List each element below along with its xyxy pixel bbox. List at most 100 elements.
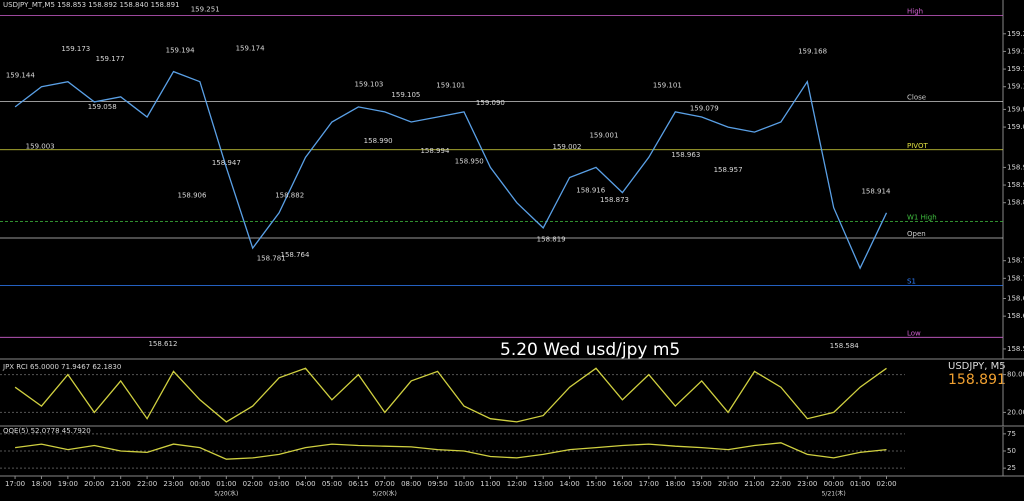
x-tick-label: 08:00 [401,480,421,488]
x-tick-label: 17:00 [5,480,25,488]
price-annotation: 159.002 [553,143,582,151]
price-annotation: 159.105 [391,91,420,99]
price-annotation: 158.906 [178,192,207,200]
y-tick-label: 80.00000 [1007,371,1024,379]
x-tick-label: 02:00 [243,480,263,488]
x-tick-label: 00:00 [190,480,210,488]
x-tick-label: 23:00 [797,480,817,488]
price-annotation: 159.101 [653,81,682,89]
level-label: Open [907,230,926,238]
price-annotation: 159.194 [166,46,195,54]
y-tick-label: 25 [1007,464,1016,472]
price-annotation: 159.058 [88,103,117,111]
price-annotation: 159.251 [191,6,220,14]
price-annotation: 158.950 [455,157,484,165]
x-tick-label: 01:00 [216,480,236,488]
chart-title: 5.20 Wed usd/jpy m5 [500,340,680,360]
price-annotation: 158.916 [576,187,605,195]
price-annotation: 158.990 [364,137,393,145]
price-annotation: 158.584 [830,342,859,350]
price-annotation: 158.957 [714,166,743,174]
y-tick-label: 159.030 [1007,123,1024,131]
x-tick-label: 17:00 [639,480,659,488]
panel-title: QQE(5) 52.0778 45.7920 [3,427,91,435]
y-tick-label: 159.110 [1007,83,1024,91]
y-tick-label: 158.915 [1007,181,1024,189]
x-tick-label: 01:00 [850,480,870,488]
x-tick-label: 07:00 [375,480,395,488]
x-tick-label: 12:00 [507,480,527,488]
x-tick-label: 16:00 [612,480,632,488]
y-tick-label: 50 [1007,447,1016,455]
y-tick-label: 159.215 [1007,30,1024,38]
price-annotation: 159.144 [6,72,35,80]
level-label: S1 [907,277,916,285]
x-tick-label: 21:00 [744,480,764,488]
price-annotation: 159.168 [798,47,827,55]
x-tick-label: 20:00 [84,480,104,488]
price-annotation: 158.819 [537,235,566,243]
x-tick-label: 06:15 [348,480,368,488]
price-annotation: 158.764 [281,251,310,259]
symbol: USDJPY, M5 [948,361,1006,372]
price-annotation: 159.003 [26,143,55,151]
y-tick-label: 20.00000 [1007,408,1024,416]
y-tick-label: 159.180 [1007,47,1024,55]
price-annotation: 159.174 [236,44,265,52]
x-tick-label: 19:00 [692,480,712,488]
y-tick-label: 158.690 [1007,295,1024,303]
x-tick-label: 11:00 [480,480,500,488]
price-annotation: 159.101 [436,81,465,89]
y-tick-label: 159.145 [1007,65,1024,73]
price-annotation: 158.612 [148,340,177,348]
price-annotation: 159.090 [476,99,505,107]
y-tick-label: 158.590 [1007,345,1024,353]
price-annotation: 158.994 [420,147,449,155]
x-tick-label: 21:00 [111,480,131,488]
x-tick-label: 14:00 [560,480,580,488]
x-tick-label: 05:00 [322,480,342,488]
price-annotation: 159.173 [61,45,90,53]
price-annotation: 158.914 [861,188,890,196]
last-price: 158.891 [948,372,1006,388]
x-tick-label: 18:00 [31,480,51,488]
date-label: 5/21(木) [822,490,846,498]
level-label: High [907,8,923,16]
y-tick-label: 158.730 [1007,274,1024,282]
y-tick-label: 158.655 [1007,312,1024,320]
price-line [15,442,887,460]
x-tick-label: 18:00 [665,480,685,488]
x-tick-label: 03:00 [269,480,289,488]
y-tick-label: 159.065 [1007,105,1024,113]
price-line [14,367,887,423]
price-annotation: 158.947 [212,159,241,167]
level-label: W1 High [907,213,937,221]
x-tick-label: 00:00 [824,480,844,488]
level-label: Low [907,329,921,337]
y-tick-label: 75 [1007,430,1016,438]
header: USDJPY_MT,M5 158.853 158.892 158.840 158… [3,1,180,9]
x-tick-label: 02:00 [876,480,896,488]
x-tick-label: 22:00 [137,480,157,488]
date-label: 5/20(水) [373,490,397,498]
x-tick-label: 22:00 [771,480,791,488]
level-label: Close [907,93,926,101]
price-annotation: 159.001 [589,132,618,140]
x-tick-label: 09:50 [427,480,447,488]
x-tick-label: 15:00 [586,480,606,488]
price-annotation: 159.103 [354,80,383,88]
x-tick-label: 19:00 [58,480,78,488]
panel-title: JPX RCI 65.0000 71.9467 62.1830 [2,363,121,371]
level-label: PIVOT [907,142,928,150]
x-tick-label: 13:00 [533,480,553,488]
date-label: 5/20(水) [214,490,238,498]
price-annotation: 159.079 [690,104,719,112]
x-tick-label: 23:00 [163,480,183,488]
price-annotation: 158.882 [275,192,304,200]
x-tick-label: 20:00 [718,480,738,488]
price-annotation: 159.177 [96,55,125,63]
y-tick-label: 158.765 [1007,257,1024,265]
price-line [14,70,888,270]
